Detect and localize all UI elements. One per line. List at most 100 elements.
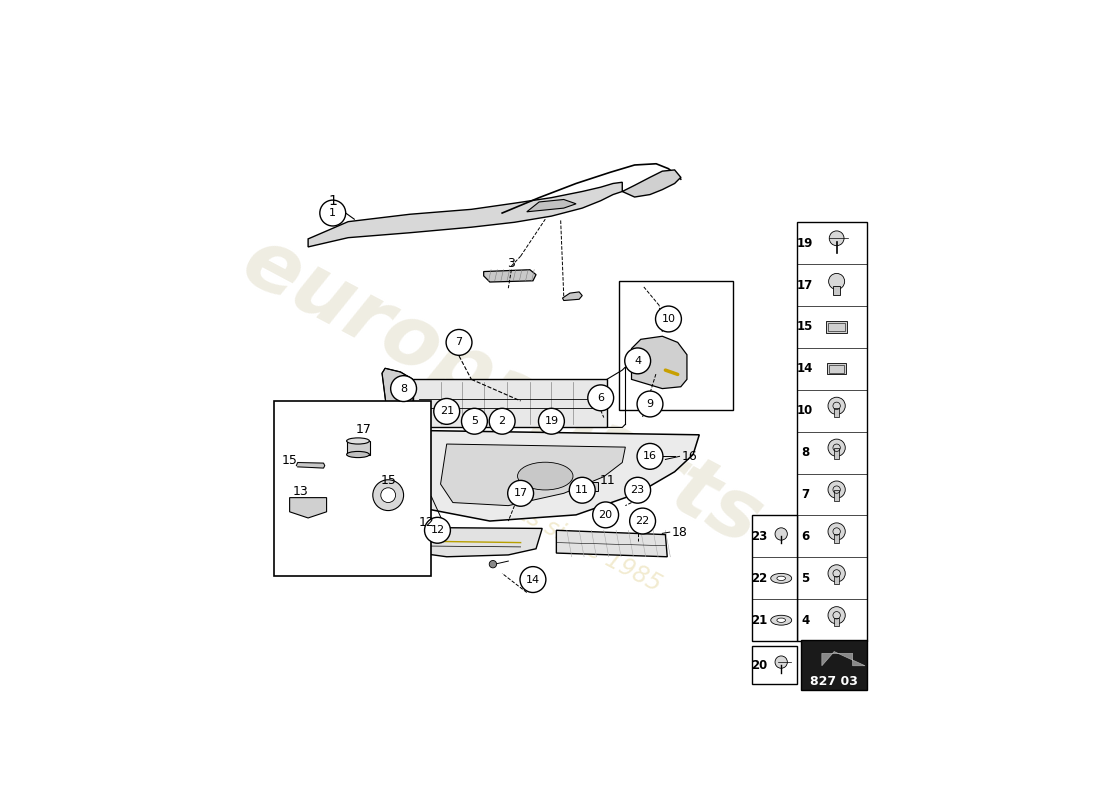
Circle shape xyxy=(828,439,845,456)
Bar xyxy=(619,281,733,410)
Circle shape xyxy=(629,508,656,534)
Circle shape xyxy=(625,348,650,374)
Polygon shape xyxy=(346,441,370,454)
Circle shape xyxy=(828,398,845,414)
Text: 20: 20 xyxy=(751,658,768,672)
Polygon shape xyxy=(370,430,700,521)
Bar xyxy=(834,576,839,585)
Text: 19: 19 xyxy=(544,416,559,426)
Text: 17: 17 xyxy=(798,278,813,292)
Bar xyxy=(834,448,839,459)
Circle shape xyxy=(828,606,845,624)
Circle shape xyxy=(462,408,487,434)
Polygon shape xyxy=(289,498,327,518)
Text: 12: 12 xyxy=(419,516,435,529)
Text: 3: 3 xyxy=(507,257,515,270)
Text: 22: 22 xyxy=(636,516,650,526)
Polygon shape xyxy=(308,182,623,247)
Circle shape xyxy=(828,565,845,582)
Bar xyxy=(834,534,839,542)
Text: 5: 5 xyxy=(471,416,477,426)
Circle shape xyxy=(433,398,460,424)
Text: 15: 15 xyxy=(282,454,298,467)
Bar xyxy=(829,365,844,373)
Text: 4: 4 xyxy=(634,356,641,366)
Circle shape xyxy=(828,523,845,540)
Circle shape xyxy=(425,518,450,543)
Circle shape xyxy=(508,480,534,506)
Ellipse shape xyxy=(771,574,792,583)
Bar xyxy=(751,515,796,641)
Text: 2: 2 xyxy=(498,416,506,426)
Bar xyxy=(833,286,840,295)
Text: 16: 16 xyxy=(682,450,697,463)
Circle shape xyxy=(637,443,663,470)
Text: 23: 23 xyxy=(751,530,768,543)
Circle shape xyxy=(490,408,515,434)
Bar xyxy=(796,222,868,641)
Circle shape xyxy=(490,561,496,568)
Circle shape xyxy=(776,656,788,668)
Text: 5: 5 xyxy=(801,572,810,585)
Text: 7: 7 xyxy=(801,488,810,501)
Text: 827 03: 827 03 xyxy=(811,675,858,688)
Text: 8: 8 xyxy=(801,446,810,459)
Circle shape xyxy=(570,478,595,503)
Text: 12: 12 xyxy=(430,526,444,535)
Text: 10: 10 xyxy=(661,314,675,324)
Text: 10: 10 xyxy=(798,404,813,418)
Circle shape xyxy=(381,488,396,502)
Bar xyxy=(834,618,839,626)
Bar xyxy=(826,321,847,333)
Text: 17: 17 xyxy=(355,423,372,436)
Bar xyxy=(834,490,839,501)
Text: 11: 11 xyxy=(575,486,590,495)
Text: 17: 17 xyxy=(514,488,528,498)
Circle shape xyxy=(390,376,417,402)
Text: 1: 1 xyxy=(329,208,337,218)
Text: 6: 6 xyxy=(801,530,810,543)
Bar xyxy=(801,640,868,690)
Circle shape xyxy=(320,200,345,226)
Text: 15: 15 xyxy=(381,474,396,487)
Circle shape xyxy=(828,274,845,290)
Ellipse shape xyxy=(771,615,792,625)
Circle shape xyxy=(637,391,663,417)
Bar xyxy=(274,401,431,577)
Text: 14: 14 xyxy=(526,574,540,585)
Circle shape xyxy=(656,306,681,332)
Circle shape xyxy=(776,528,788,540)
Polygon shape xyxy=(623,170,681,197)
Text: 1: 1 xyxy=(328,194,338,208)
Text: a passion for parts since 1985: a passion for parts since 1985 xyxy=(339,408,666,597)
Ellipse shape xyxy=(777,618,785,622)
Text: 19: 19 xyxy=(798,237,813,250)
Text: 18: 18 xyxy=(671,526,688,538)
Text: 8: 8 xyxy=(400,383,407,394)
Text: 16: 16 xyxy=(644,451,657,462)
Polygon shape xyxy=(484,270,536,282)
Text: 7: 7 xyxy=(455,338,463,347)
Circle shape xyxy=(520,566,546,593)
Polygon shape xyxy=(440,444,625,506)
Circle shape xyxy=(829,231,844,246)
Polygon shape xyxy=(631,336,686,389)
Polygon shape xyxy=(822,651,865,666)
Ellipse shape xyxy=(346,451,370,458)
Circle shape xyxy=(828,481,845,498)
Text: 13: 13 xyxy=(293,485,309,498)
Circle shape xyxy=(625,478,650,503)
Polygon shape xyxy=(376,527,542,557)
Text: 11: 11 xyxy=(600,474,615,487)
Text: europaparts: europaparts xyxy=(229,221,776,562)
Text: 14: 14 xyxy=(798,362,813,375)
Text: 21: 21 xyxy=(440,406,454,416)
Ellipse shape xyxy=(517,462,573,490)
Circle shape xyxy=(593,502,618,528)
Ellipse shape xyxy=(777,576,785,581)
Text: 21: 21 xyxy=(751,614,768,626)
Polygon shape xyxy=(382,368,412,427)
Circle shape xyxy=(373,480,404,510)
Polygon shape xyxy=(296,462,324,468)
Polygon shape xyxy=(562,292,582,301)
